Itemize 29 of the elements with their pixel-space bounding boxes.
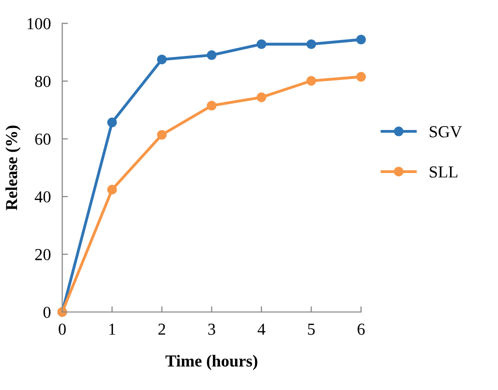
y-tick-label: 40	[34, 191, 51, 203]
point	[256, 39, 266, 50]
point	[206, 100, 217, 111]
point	[256, 92, 266, 102]
point	[107, 184, 117, 194]
x-tick-label: 0	[58, 324, 66, 335]
x-tick-label: 3	[208, 324, 216, 335]
x-tick-label: 1	[109, 324, 116, 335]
point	[306, 76, 316, 86]
point	[306, 39, 316, 50]
x-tick-label: 2	[158, 324, 166, 335]
point	[156, 130, 167, 140]
legend-label: SLL	[430, 166, 458, 178]
x-tick-label: 6	[358, 324, 365, 335]
y-tick-label: 20	[35, 248, 51, 260]
x-tick-label: 5	[308, 324, 315, 335]
legend-label: SGV	[430, 126, 462, 138]
y-tick-label: 60	[35, 134, 51, 145]
x-tick-label: 4	[258, 324, 266, 335]
point	[206, 50, 217, 60]
x-axis-title: Time (hours)	[166, 354, 258, 370]
point	[356, 34, 366, 44]
point	[107, 118, 117, 128]
point	[356, 72, 366, 82]
y-tick-label: 0	[43, 306, 51, 318]
y-tick-label: 100	[28, 18, 51, 30]
point	[156, 54, 167, 64]
y-axis-title: Release (%)	[5, 126, 21, 210]
y-tick-label: 80	[35, 76, 51, 88]
